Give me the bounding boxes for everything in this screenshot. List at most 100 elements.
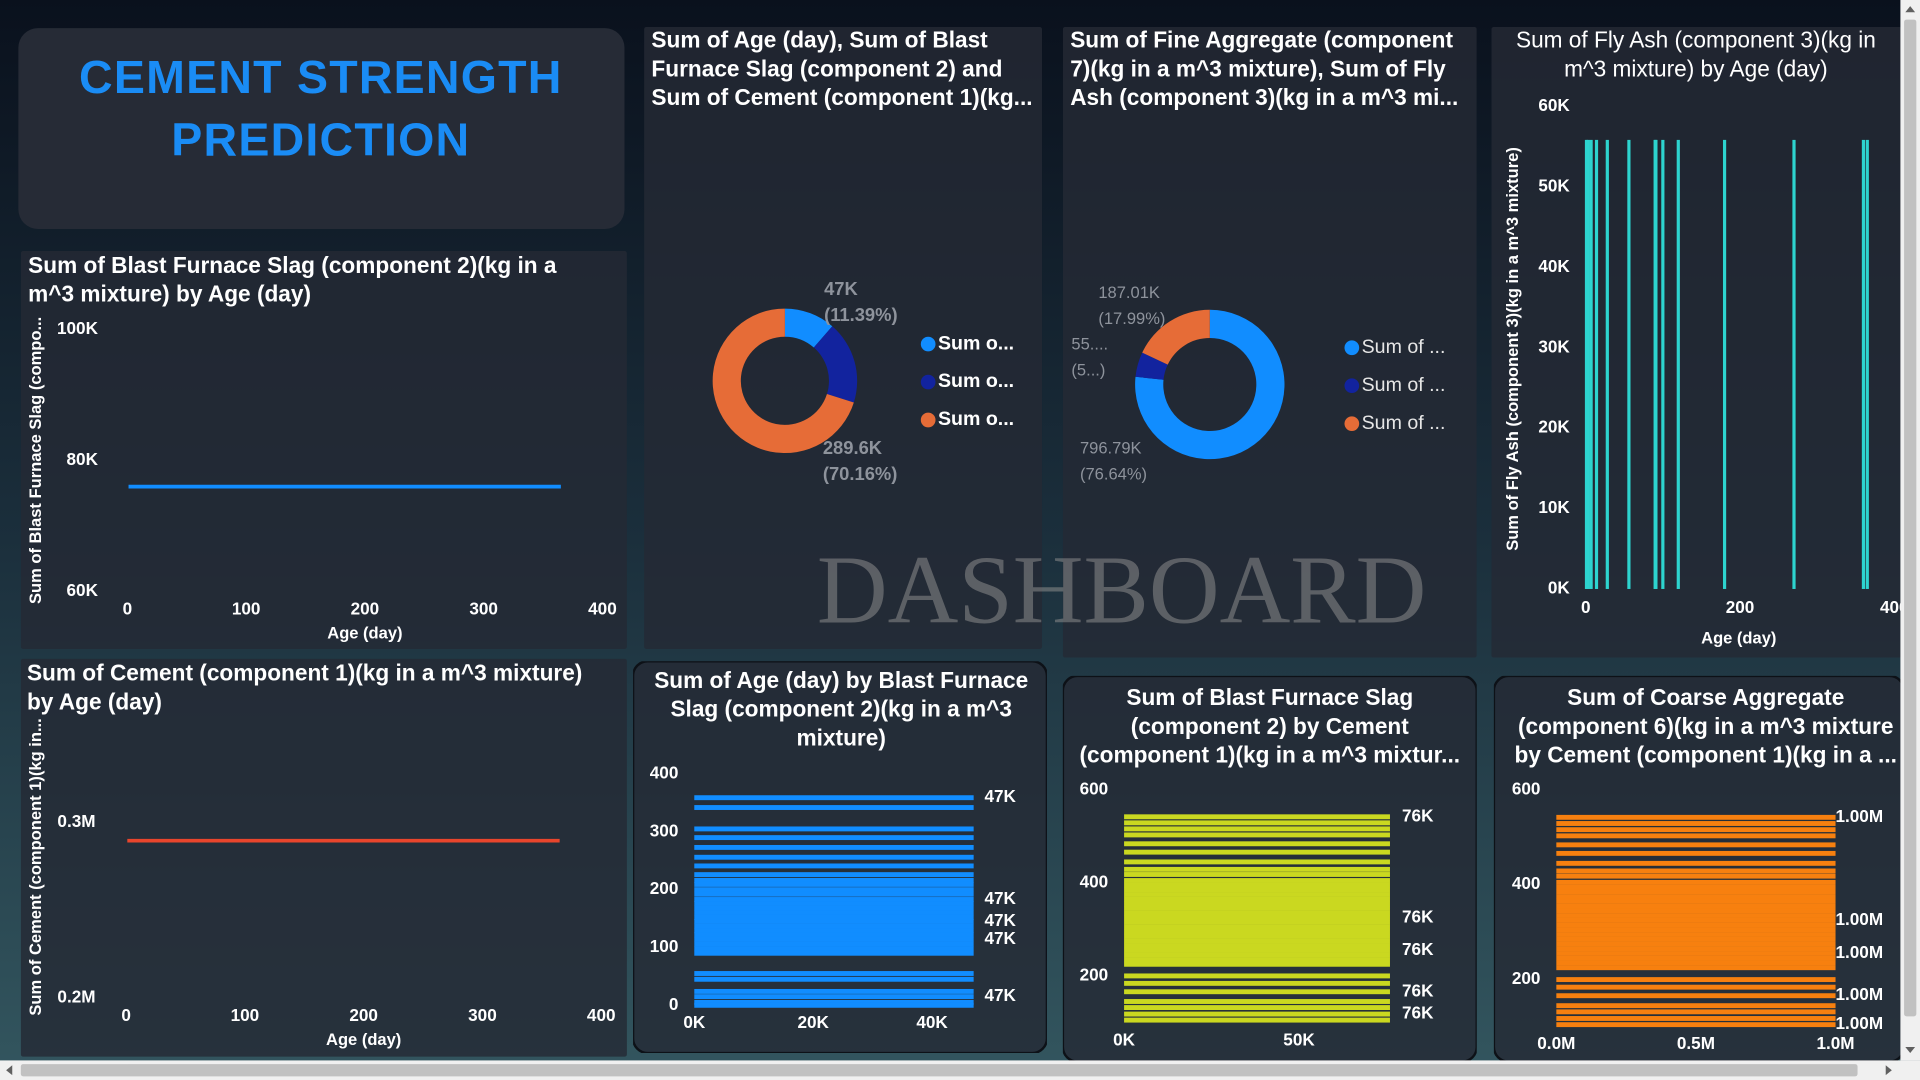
bar <box>1124 924 1390 930</box>
data-label: 76K <box>1402 980 1434 1000</box>
y-tick-label: 100 <box>650 936 679 956</box>
bar <box>1556 898 1836 904</box>
bar <box>1586 139 1590 589</box>
percent-label: (11.39%) <box>824 304 897 325</box>
y-tick-label: 60K <box>1538 95 1570 115</box>
bar <box>694 971 974 976</box>
bar <box>1556 913 1836 918</box>
y-tick-label: 300 <box>650 820 679 840</box>
scroll-right[interactable] <box>1885 1065 1892 1076</box>
bar <box>1556 908 1836 914</box>
chart-panel: Sum of Fly Ash (component 3)(kg inm^3 mi… <box>1491 27 1902 658</box>
chart-title: Ash (component 3)(kg in a m^3 mi... <box>1070 84 1458 110</box>
data-label: 796.79K <box>1080 439 1142 458</box>
y-tick-label: 100K <box>57 318 99 338</box>
y-tick-label: 30K <box>1538 336 1570 356</box>
y-tick-label: 80K <box>67 449 99 469</box>
bar <box>1124 989 1390 995</box>
legend-marker <box>920 374 936 390</box>
bar <box>1124 952 1390 958</box>
bar <box>1556 927 1836 933</box>
bar <box>694 826 974 832</box>
x-tick-label: 20K <box>797 1012 829 1032</box>
bar <box>1654 139 1658 589</box>
scroll-thumb[interactable] <box>1904 19 1917 1017</box>
y-tick-label: 0 <box>669 994 679 1014</box>
bar <box>1124 938 1390 944</box>
y-tick-label: 200 <box>1512 968 1541 988</box>
data-label: 47K <box>824 278 858 299</box>
scroll-down[interactable] <box>1905 1046 1916 1054</box>
bar <box>1556 993 1836 999</box>
bar <box>1556 936 1836 942</box>
chart-title: m^3 mixture) by Age (day) <box>28 281 311 307</box>
scroll-up[interactable] <box>1905 6 1916 13</box>
bar <box>1124 980 1390 986</box>
chart-title: by Age (day) <box>27 688 162 714</box>
bar <box>694 999 974 1005</box>
chart-title: 7)(kg in a m^3 mixture), Sum of Fly <box>1070 55 1446 81</box>
chart-title: Sum of Age (day) by Blast Furnace <box>654 667 1028 693</box>
x-tick-label: 0K <box>1113 1029 1136 1049</box>
x-tick-label: 400 <box>588 598 617 618</box>
donut-slice <box>784 308 833 348</box>
bar <box>694 805 974 810</box>
percent-label: (76.64%) <box>1080 464 1147 483</box>
bar <box>1661 139 1665 589</box>
legend-marker <box>1344 416 1360 432</box>
x-axis-label: Age (day) <box>326 1030 401 1049</box>
scroll-left[interactable] <box>6 1065 13 1076</box>
bar <box>1594 139 1599 589</box>
bar <box>1556 1016 1836 1021</box>
dashboard-title: PREDICTION <box>171 114 470 166</box>
data-label: 1.00M <box>1836 942 1884 962</box>
x-tick-label: 0.0M <box>1537 1033 1575 1053</box>
panel-background <box>20 251 627 649</box>
bar <box>1124 915 1390 921</box>
y-tick-label: 20K <box>1538 417 1570 437</box>
x-tick-label: 100 <box>231 1005 260 1025</box>
bar <box>694 891 974 897</box>
bar <box>1589 139 1593 589</box>
y-tick-label: 50K <box>1538 175 1570 195</box>
bar <box>1124 841 1390 847</box>
bar <box>694 872 974 878</box>
bar <box>694 923 974 929</box>
chart-title: Sum of Fly Ash (component 3)(kg in <box>1516 27 1876 53</box>
chart-title: Sum of Blast Furnace Slag <box>1126 684 1413 710</box>
data-label: 1.00M <box>1836 909 1884 929</box>
bar <box>694 910 974 916</box>
x-tick-label: 300 <box>469 598 498 618</box>
bar <box>1605 139 1609 589</box>
title-card <box>18 28 625 229</box>
legend-label: Sum of ... <box>1362 374 1446 396</box>
bar <box>694 901 974 906</box>
panel-background <box>644 26 1043 649</box>
bar <box>1124 832 1390 838</box>
y-tick-label: 600 <box>1512 778 1541 798</box>
data-label: 1.00M <box>1836 984 1884 1004</box>
scroll-thumb[interactable] <box>20 1064 1858 1077</box>
x-tick-label: 0 <box>123 598 133 618</box>
bar <box>1124 1011 1390 1017</box>
bar <box>1124 929 1390 935</box>
y-tick-label: 0K <box>1548 578 1571 598</box>
bar <box>1556 977 1836 983</box>
panel-background <box>20 658 627 1057</box>
bar <box>1556 946 1836 952</box>
chart-title: mixture) <box>797 724 886 750</box>
bar <box>1556 868 1836 874</box>
data-label: 76K <box>1402 805 1434 825</box>
data-label: 1.00M <box>1836 806 1884 826</box>
chart-title: Furnace Slag (component 2) and <box>651 55 1002 81</box>
x-tick-label: 300 <box>468 1005 497 1025</box>
bar <box>1124 973 1390 979</box>
donut-slice <box>712 308 854 454</box>
data-label: 47K <box>984 928 1016 948</box>
bar <box>694 941 974 947</box>
bar <box>1556 955 1836 961</box>
data-label: 76K <box>1402 1003 1434 1023</box>
bar <box>694 1002 974 1008</box>
